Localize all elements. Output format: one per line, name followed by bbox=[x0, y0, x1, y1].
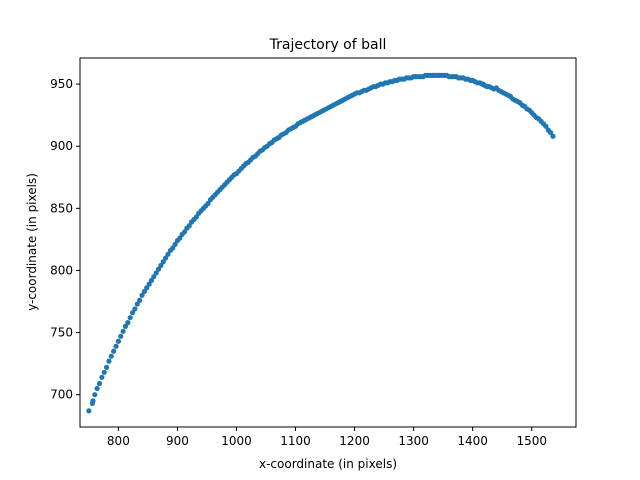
data-point bbox=[86, 408, 92, 414]
plot-frame bbox=[79, 57, 577, 428]
data-point bbox=[137, 297, 143, 303]
data-point bbox=[193, 214, 199, 220]
data-point bbox=[158, 262, 164, 269]
x-tick-label: 1500 bbox=[516, 434, 547, 448]
x-tick-label: 1200 bbox=[339, 434, 370, 448]
data-point bbox=[548, 129, 554, 136]
y-tick-label: 700 bbox=[50, 388, 73, 402]
data-point bbox=[543, 123, 549, 129]
data-point bbox=[151, 274, 157, 280]
data-point bbox=[146, 281, 152, 287]
data-point bbox=[132, 306, 138, 312]
data-point bbox=[550, 133, 556, 139]
y-tick-label: 900 bbox=[50, 139, 73, 153]
data-point bbox=[106, 358, 112, 364]
data-point bbox=[125, 320, 131, 326]
data-point bbox=[111, 348, 117, 354]
x-tick-label: 800 bbox=[107, 434, 130, 448]
data-point bbox=[170, 245, 176, 251]
x-tick-label: 900 bbox=[166, 434, 189, 448]
data-point bbox=[122, 323, 129, 329]
data-point bbox=[120, 328, 126, 334]
data-point bbox=[148, 277, 155, 283]
data-point bbox=[144, 285, 150, 291]
y-tick-label: 800 bbox=[50, 263, 73, 277]
y-tick-label: 950 bbox=[50, 77, 73, 91]
data-point bbox=[181, 229, 188, 235]
data-point bbox=[90, 398, 96, 404]
data-point bbox=[165, 251, 171, 257]
chart-title: Trajectory of ball bbox=[269, 37, 387, 53]
data-point bbox=[94, 385, 100, 392]
data-point bbox=[177, 235, 183, 241]
data-point bbox=[172, 241, 178, 247]
data-point bbox=[113, 343, 119, 349]
data-point bbox=[141, 288, 147, 295]
data-point bbox=[101, 369, 107, 375]
data-point bbox=[160, 259, 166, 265]
data-point bbox=[115, 338, 121, 344]
data-points bbox=[86, 72, 556, 414]
y-tick-label: 850 bbox=[50, 201, 73, 215]
data-point bbox=[108, 353, 114, 359]
x-tick-label: 1400 bbox=[457, 434, 488, 448]
data-point bbox=[134, 301, 140, 307]
x-axis-label: x-coordinate (in pixels) bbox=[259, 457, 397, 471]
data-point bbox=[139, 292, 145, 298]
data-point bbox=[103, 364, 110, 370]
data-point bbox=[96, 380, 103, 387]
x-axis-ticks: 800 900 1000 1100 1200 1300 1400 1500 bbox=[107, 427, 547, 448]
y-axis-label: y-coordinate (in pixels) bbox=[25, 173, 39, 311]
x-tick-label: 1100 bbox=[280, 434, 311, 448]
data-point bbox=[118, 333, 124, 339]
data-point bbox=[186, 223, 192, 229]
data-point bbox=[205, 200, 211, 206]
y-tick-label: 750 bbox=[50, 326, 73, 340]
x-tick-label: 1300 bbox=[398, 434, 429, 448]
data-point bbox=[129, 310, 136, 316]
data-point bbox=[155, 266, 162, 272]
x-tick-label: 1000 bbox=[221, 434, 252, 448]
data-point bbox=[99, 374, 105, 380]
data-point bbox=[92, 392, 98, 398]
data-point bbox=[153, 270, 159, 276]
data-point bbox=[127, 315, 133, 321]
data-point bbox=[163, 255, 169, 261]
y-axis-ticks: 700 750 800 850 900 950 bbox=[50, 77, 80, 402]
